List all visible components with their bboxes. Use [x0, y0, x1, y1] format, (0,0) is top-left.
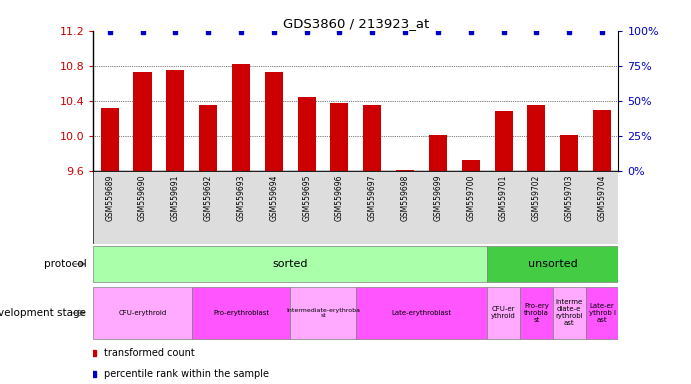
- Text: GSM559698: GSM559698: [401, 175, 410, 221]
- Bar: [560, 135, 578, 171]
- Text: GSM559692: GSM559692: [204, 175, 213, 221]
- Text: Pro-ery
throbla
st: Pro-ery throbla st: [524, 303, 549, 323]
- Text: GSM559697: GSM559697: [368, 175, 377, 221]
- Bar: [462, 161, 480, 171]
- Text: GSM559704: GSM559704: [598, 175, 607, 221]
- Text: GSM559691: GSM559691: [171, 175, 180, 221]
- Bar: [396, 170, 414, 171]
- Bar: [290, 287, 356, 339]
- Bar: [133, 72, 151, 171]
- Text: GSM559695: GSM559695: [302, 175, 311, 221]
- Bar: [527, 105, 545, 171]
- Text: transformed count: transformed count: [104, 348, 195, 358]
- Bar: [232, 64, 250, 171]
- Bar: [199, 105, 217, 171]
- Bar: [356, 287, 487, 339]
- Bar: [192, 287, 290, 339]
- Text: Late-erythroblast: Late-erythroblast: [391, 310, 452, 316]
- Text: GSM559690: GSM559690: [138, 175, 147, 221]
- Bar: [487, 287, 520, 339]
- Title: GDS3860 / 213923_at: GDS3860 / 213923_at: [283, 17, 429, 30]
- Bar: [593, 111, 611, 171]
- Text: GSM559696: GSM559696: [335, 175, 344, 221]
- Bar: [265, 72, 283, 171]
- Bar: [298, 97, 316, 171]
- Bar: [363, 105, 381, 171]
- Text: Intermediate-erythroba
st: Intermediate-erythroba st: [286, 308, 360, 318]
- Text: GSM559700: GSM559700: [466, 175, 475, 221]
- Bar: [553, 287, 586, 339]
- Text: Late-er
ythrob l
ast: Late-er ythrob l ast: [589, 303, 616, 323]
- Bar: [487, 246, 618, 282]
- Bar: [101, 108, 119, 171]
- Text: percentile rank within the sample: percentile rank within the sample: [104, 369, 269, 379]
- Text: GSM559703: GSM559703: [565, 175, 574, 221]
- Bar: [586, 287, 618, 339]
- Text: CFU-er
ythroid: CFU-er ythroid: [491, 306, 516, 319]
- Text: CFU-erythroid: CFU-erythroid: [118, 310, 167, 316]
- Text: GSM559702: GSM559702: [532, 175, 541, 221]
- Text: GSM559699: GSM559699: [433, 175, 442, 221]
- Text: protocol: protocol: [44, 259, 86, 269]
- Text: unsorted: unsorted: [528, 259, 578, 269]
- Bar: [429, 135, 447, 171]
- Bar: [520, 287, 553, 339]
- Text: development stage: development stage: [0, 308, 86, 318]
- Text: Interme
diate-e
rythrobl
ast: Interme diate-e rythrobl ast: [556, 300, 583, 326]
- Bar: [93, 246, 487, 282]
- Text: GSM559694: GSM559694: [269, 175, 278, 221]
- Text: GSM559693: GSM559693: [236, 175, 245, 221]
- Bar: [167, 70, 184, 171]
- Bar: [330, 103, 348, 171]
- Bar: [93, 287, 192, 339]
- Text: GSM559689: GSM559689: [105, 175, 114, 221]
- Text: GSM559701: GSM559701: [499, 175, 508, 221]
- Text: Pro-erythroblast: Pro-erythroblast: [213, 310, 269, 316]
- Bar: [495, 111, 513, 171]
- Text: sorted: sorted: [272, 259, 308, 269]
